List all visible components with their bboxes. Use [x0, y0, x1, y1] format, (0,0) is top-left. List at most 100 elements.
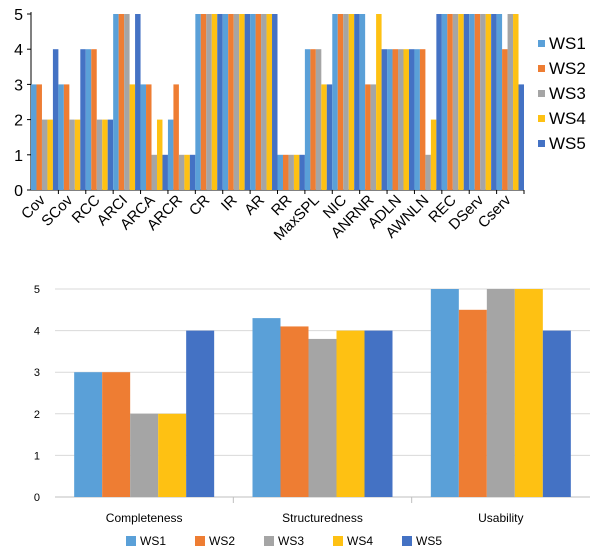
y-tick-label: 4	[14, 42, 23, 59]
bar-ws5-adln	[408, 49, 415, 191]
y-tick-label: 0	[34, 492, 40, 504]
legend-label: WS5	[549, 134, 586, 153]
bar-ws2-ir	[228, 14, 234, 190]
legend-swatch	[538, 115, 545, 122]
bar-ws2-arci	[118, 14, 125, 190]
bar-ws3-cr	[206, 14, 212, 190]
bar-ws1-cr	[195, 14, 201, 190]
bar-ws1-ar	[250, 14, 256, 190]
y-tick-label: 4	[34, 326, 40, 338]
legend-label: WS2	[209, 534, 235, 548]
bar-ws4-rec	[458, 14, 464, 190]
bar-ws5-structuredness	[364, 330, 393, 497]
bar-ws1-rcc	[85, 49, 92, 191]
bar-ws4-scov	[74, 119, 81, 190]
legend-label: WS1	[549, 34, 586, 53]
x-tick-label: AR	[241, 192, 268, 219]
y-tick-label: 0	[14, 183, 23, 200]
x-tick-label: IR	[218, 192, 241, 215]
bar-ws5-completeness	[186, 330, 215, 497]
y-tick-label: 3	[14, 77, 23, 94]
x-tick-label: Completeness	[106, 511, 183, 525]
bar-ws3-anrnr	[370, 84, 377, 190]
bar-ws4-maxspl	[321, 84, 327, 190]
bar-ws1-rec	[441, 14, 448, 190]
bar-ws3-arcr	[178, 154, 185, 190]
bar-ws2-adln	[392, 49, 399, 191]
bar-ws4-completeness	[158, 413, 187, 497]
bar-ws4-cov	[47, 119, 53, 190]
bar-ws2-awnln	[419, 49, 426, 191]
bar-ws3-usability	[486, 289, 515, 497]
x-tick-label: CR	[186, 192, 213, 219]
legend-swatch	[402, 536, 412, 546]
legend-label: WS2	[549, 59, 586, 78]
bar-ws2-rec	[447, 14, 453, 190]
bar-ws2-cserv	[502, 49, 508, 191]
bar-ws5-arca	[162, 154, 168, 190]
bar-ws2-arca	[146, 84, 152, 190]
bar-ws1-anrnr	[359, 14, 366, 190]
bar-ws5-scov	[80, 49, 86, 191]
bar-ws5-awnln	[436, 14, 442, 190]
bar-ws4-rr	[293, 154, 300, 190]
bar-ws5-dserv	[491, 14, 497, 190]
bar-ws3-completeness	[130, 413, 159, 497]
bar-ws4-arci	[129, 84, 136, 190]
bar-ws3-scov	[69, 119, 75, 190]
x-tick-label: Usability	[478, 511, 523, 525]
bar-ws3-rec	[452, 14, 459, 190]
x-tick-label: Cserv	[475, 191, 515, 231]
legend-label: WS4	[549, 109, 586, 128]
bar-ws5-arcr	[189, 154, 196, 190]
legend-label: WS4	[347, 534, 373, 548]
legend: WS1 WS2 WS3 WS4 WS5	[126, 534, 442, 548]
bar-ws1-rr	[277, 154, 283, 190]
bar-ws5-usability	[542, 330, 571, 497]
bar-ws5-maxspl	[326, 84, 333, 190]
bar-ws5-rr	[299, 154, 305, 190]
bar-ws1-cserv	[496, 14, 503, 190]
bar-ws2-rcc	[91, 49, 97, 191]
bar-ws4-dserv	[485, 14, 492, 190]
bar-ws4-usability	[514, 289, 543, 497]
bar-ws5-ar	[272, 14, 278, 190]
x-tick-label: Structuredness	[282, 511, 363, 525]
chart-quality-dimensions: 0 1 2 3 4 5 Completeness Structuredness Usabilit…	[34, 284, 590, 548]
bar-ws1-scov	[58, 84, 64, 190]
y-tick-label: 5	[14, 7, 23, 24]
bar-ws2-cov	[36, 84, 42, 190]
legend-swatch	[195, 536, 205, 546]
bar-ws5-ir	[244, 14, 251, 190]
x-tick-label: SCov	[38, 191, 76, 229]
bar-ws5-cov	[52, 49, 59, 191]
legend-swatch	[333, 536, 343, 546]
bar-ws1-arca	[140, 84, 147, 190]
bar-ws2-maxspl	[310, 49, 316, 191]
plot-area: 0 1 2 3 4 5 Completeness Structuredness Usabilit…	[34, 284, 590, 525]
bar-ws1-ir	[222, 14, 229, 190]
bar-ws1-usability	[430, 289, 459, 497]
legend-label: WS5	[416, 534, 442, 548]
bar-ws3-cserv	[507, 14, 514, 190]
bar-ws1-nic	[332, 14, 338, 190]
bar-ws5-cr	[217, 14, 223, 190]
bar-ws4-ar	[266, 14, 273, 190]
bar-ws1-structuredness	[252, 318, 281, 497]
bar-ws1-maxspl	[304, 49, 311, 191]
bar-ws4-cserv	[513, 14, 519, 190]
bar-ws2-rr	[282, 154, 289, 190]
bar-ws3-ar	[261, 14, 267, 190]
bar-ws2-anrnr	[365, 84, 371, 190]
bar-ws4-arca	[156, 119, 163, 190]
bar-ws2-usability	[458, 309, 487, 497]
y-tick-label: 1	[34, 450, 40, 462]
bar-ws2-nic	[337, 14, 344, 190]
bar-ws2-arcr	[173, 84, 179, 190]
bar-ws2-scov	[63, 84, 70, 190]
bar-ws3-structuredness	[308, 338, 337, 497]
bar-ws3-awnln	[425, 154, 431, 190]
bar-ws1-completeness	[74, 372, 103, 497]
